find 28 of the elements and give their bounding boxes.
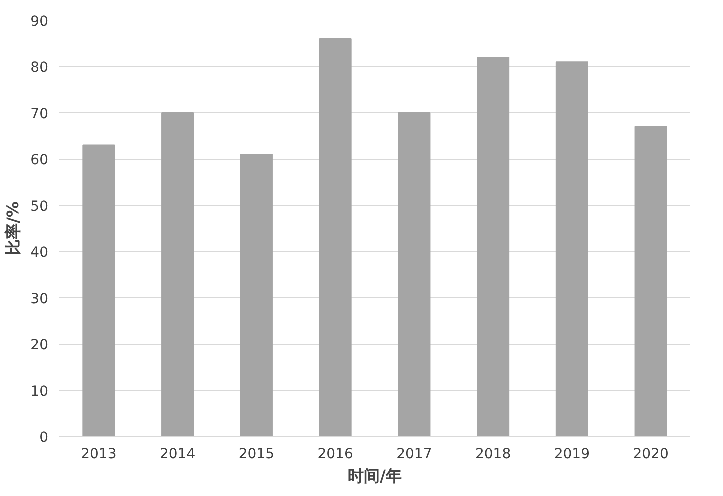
- y-tick-label: 50: [30, 198, 49, 215]
- y-axis-title: 比率/%: [4, 202, 23, 256]
- y-tick-label: 0: [40, 430, 49, 446]
- y-tick-label: 70: [30, 106, 49, 122]
- y-tick-label: 30: [30, 291, 49, 308]
- y-tick-label: 60: [30, 152, 49, 169]
- bar: [398, 112, 431, 436]
- bar: [82, 144, 116, 436]
- x-tick-label: 2016: [318, 446, 354, 462]
- bar: [477, 56, 510, 436]
- y-tick-label: 10: [30, 384, 49, 400]
- bar: [556, 62, 588, 436]
- x-tick-label: 2020: [633, 446, 669, 462]
- y-tick-label: 40: [30, 245, 49, 262]
- y-tick-label: 20: [30, 338, 49, 354]
- y-tick-label: 80: [30, 60, 49, 76]
- x-tick-label: 2013: [81, 446, 117, 462]
- x-tick-label: 2017: [396, 446, 432, 462]
- x-tick-label: 2018: [476, 446, 512, 462]
- x-tick-label: 2019: [554, 446, 590, 462]
- x-tick-label: 2014: [160, 446, 196, 462]
- bar: [634, 126, 668, 436]
- y-tick-label: 90: [30, 14, 49, 30]
- x-tick-label: 2015: [238, 446, 275, 462]
- bar: [162, 112, 194, 436]
- bar: [319, 38, 352, 436]
- x-axis-title: 时间/年: [348, 466, 402, 486]
- bar: [240, 154, 273, 436]
